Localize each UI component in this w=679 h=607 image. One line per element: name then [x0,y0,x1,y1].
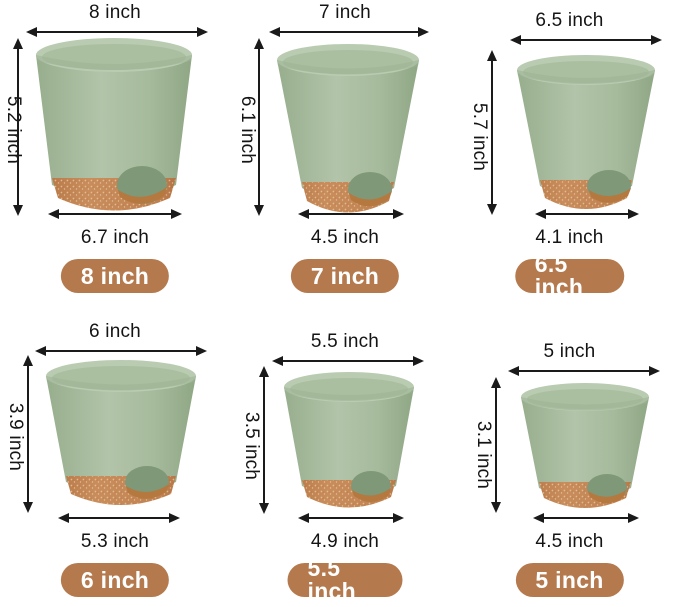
bottom-width-label: 4.9 inch [310,531,380,552]
height-label: 3.9 inch [5,402,26,472]
height-arrow [253,38,265,216]
bottom-width-arrow [535,208,639,220]
planter-pot-illustration [30,35,198,220]
top-width-label: 8 inch [89,2,141,23]
height-arrow [258,366,270,514]
height-arrow [490,377,502,513]
planter-pot-illustration [515,381,655,514]
size-badge[interactable]: 8 inch [60,259,170,293]
bottom-width-arrow [533,512,639,524]
top-width-label: 7 inch [319,2,371,23]
planter-pot-illustration [278,370,420,514]
top-width-arrow [272,355,424,367]
bottom-width-label: 4.5 inch [310,227,380,248]
height-label: 6.1 inch [237,95,258,165]
size-badge[interactable]: 6 inch [60,563,170,597]
size-badge[interactable]: 5.5 inch [287,557,403,603]
size-badge[interactable]: 7 inch [290,259,400,293]
height-arrow [22,355,34,513]
pot-card-8-inch: 8 inch 5.2 inch [0,0,230,313]
bottom-width-arrow [58,512,180,524]
top-width-label: 5.5 inch [310,331,380,352]
top-width-label: 5 inch [543,341,596,362]
bottom-width-arrow [298,208,404,220]
size-badge[interactable]: 5 inch [515,563,624,597]
bottom-width-label: 4.5 inch [535,531,604,552]
top-width-arrow [35,345,207,357]
pot-card-5-inch: 5 inch 3.1 inch [460,313,679,607]
planter-pot-illustration [40,358,202,513]
top-width-arrow [508,365,660,377]
bottom-width-label: 4.1 inch [535,227,604,248]
bottom-width-arrow [298,512,404,524]
planter-pot-illustration [272,40,424,220]
height-arrow [486,50,498,215]
height-arrow [12,38,24,216]
planter-pot-illustration [510,52,662,217]
size-badge[interactable]: 6.5 inch [514,253,625,299]
bottom-width-label: 5.3 inch [80,531,150,552]
top-width-arrow [269,26,429,38]
top-width-label: 6 inch [89,321,141,342]
height-label: 5.7 inch [469,102,490,172]
bottom-width-label: 6.7 inch [80,227,150,248]
pot-card-5-5-inch: 5.5 inch 3.5 inch [230,313,460,607]
bottom-width-arrow [48,208,182,220]
top-width-arrow [26,26,208,38]
top-width-arrow [510,34,662,46]
pot-card-7-inch: 7 inch 6.1 inch [230,0,460,313]
height-label: 3.1 inch [473,420,494,490]
pot-card-6-inch: 6 inch 3.9 inch [0,313,230,607]
pot-card-6-5-inch: 6.5 inch 5.7 inch [460,0,679,313]
top-width-label: 6.5 inch [535,10,604,31]
height-label: 3.5 inch [241,411,262,481]
